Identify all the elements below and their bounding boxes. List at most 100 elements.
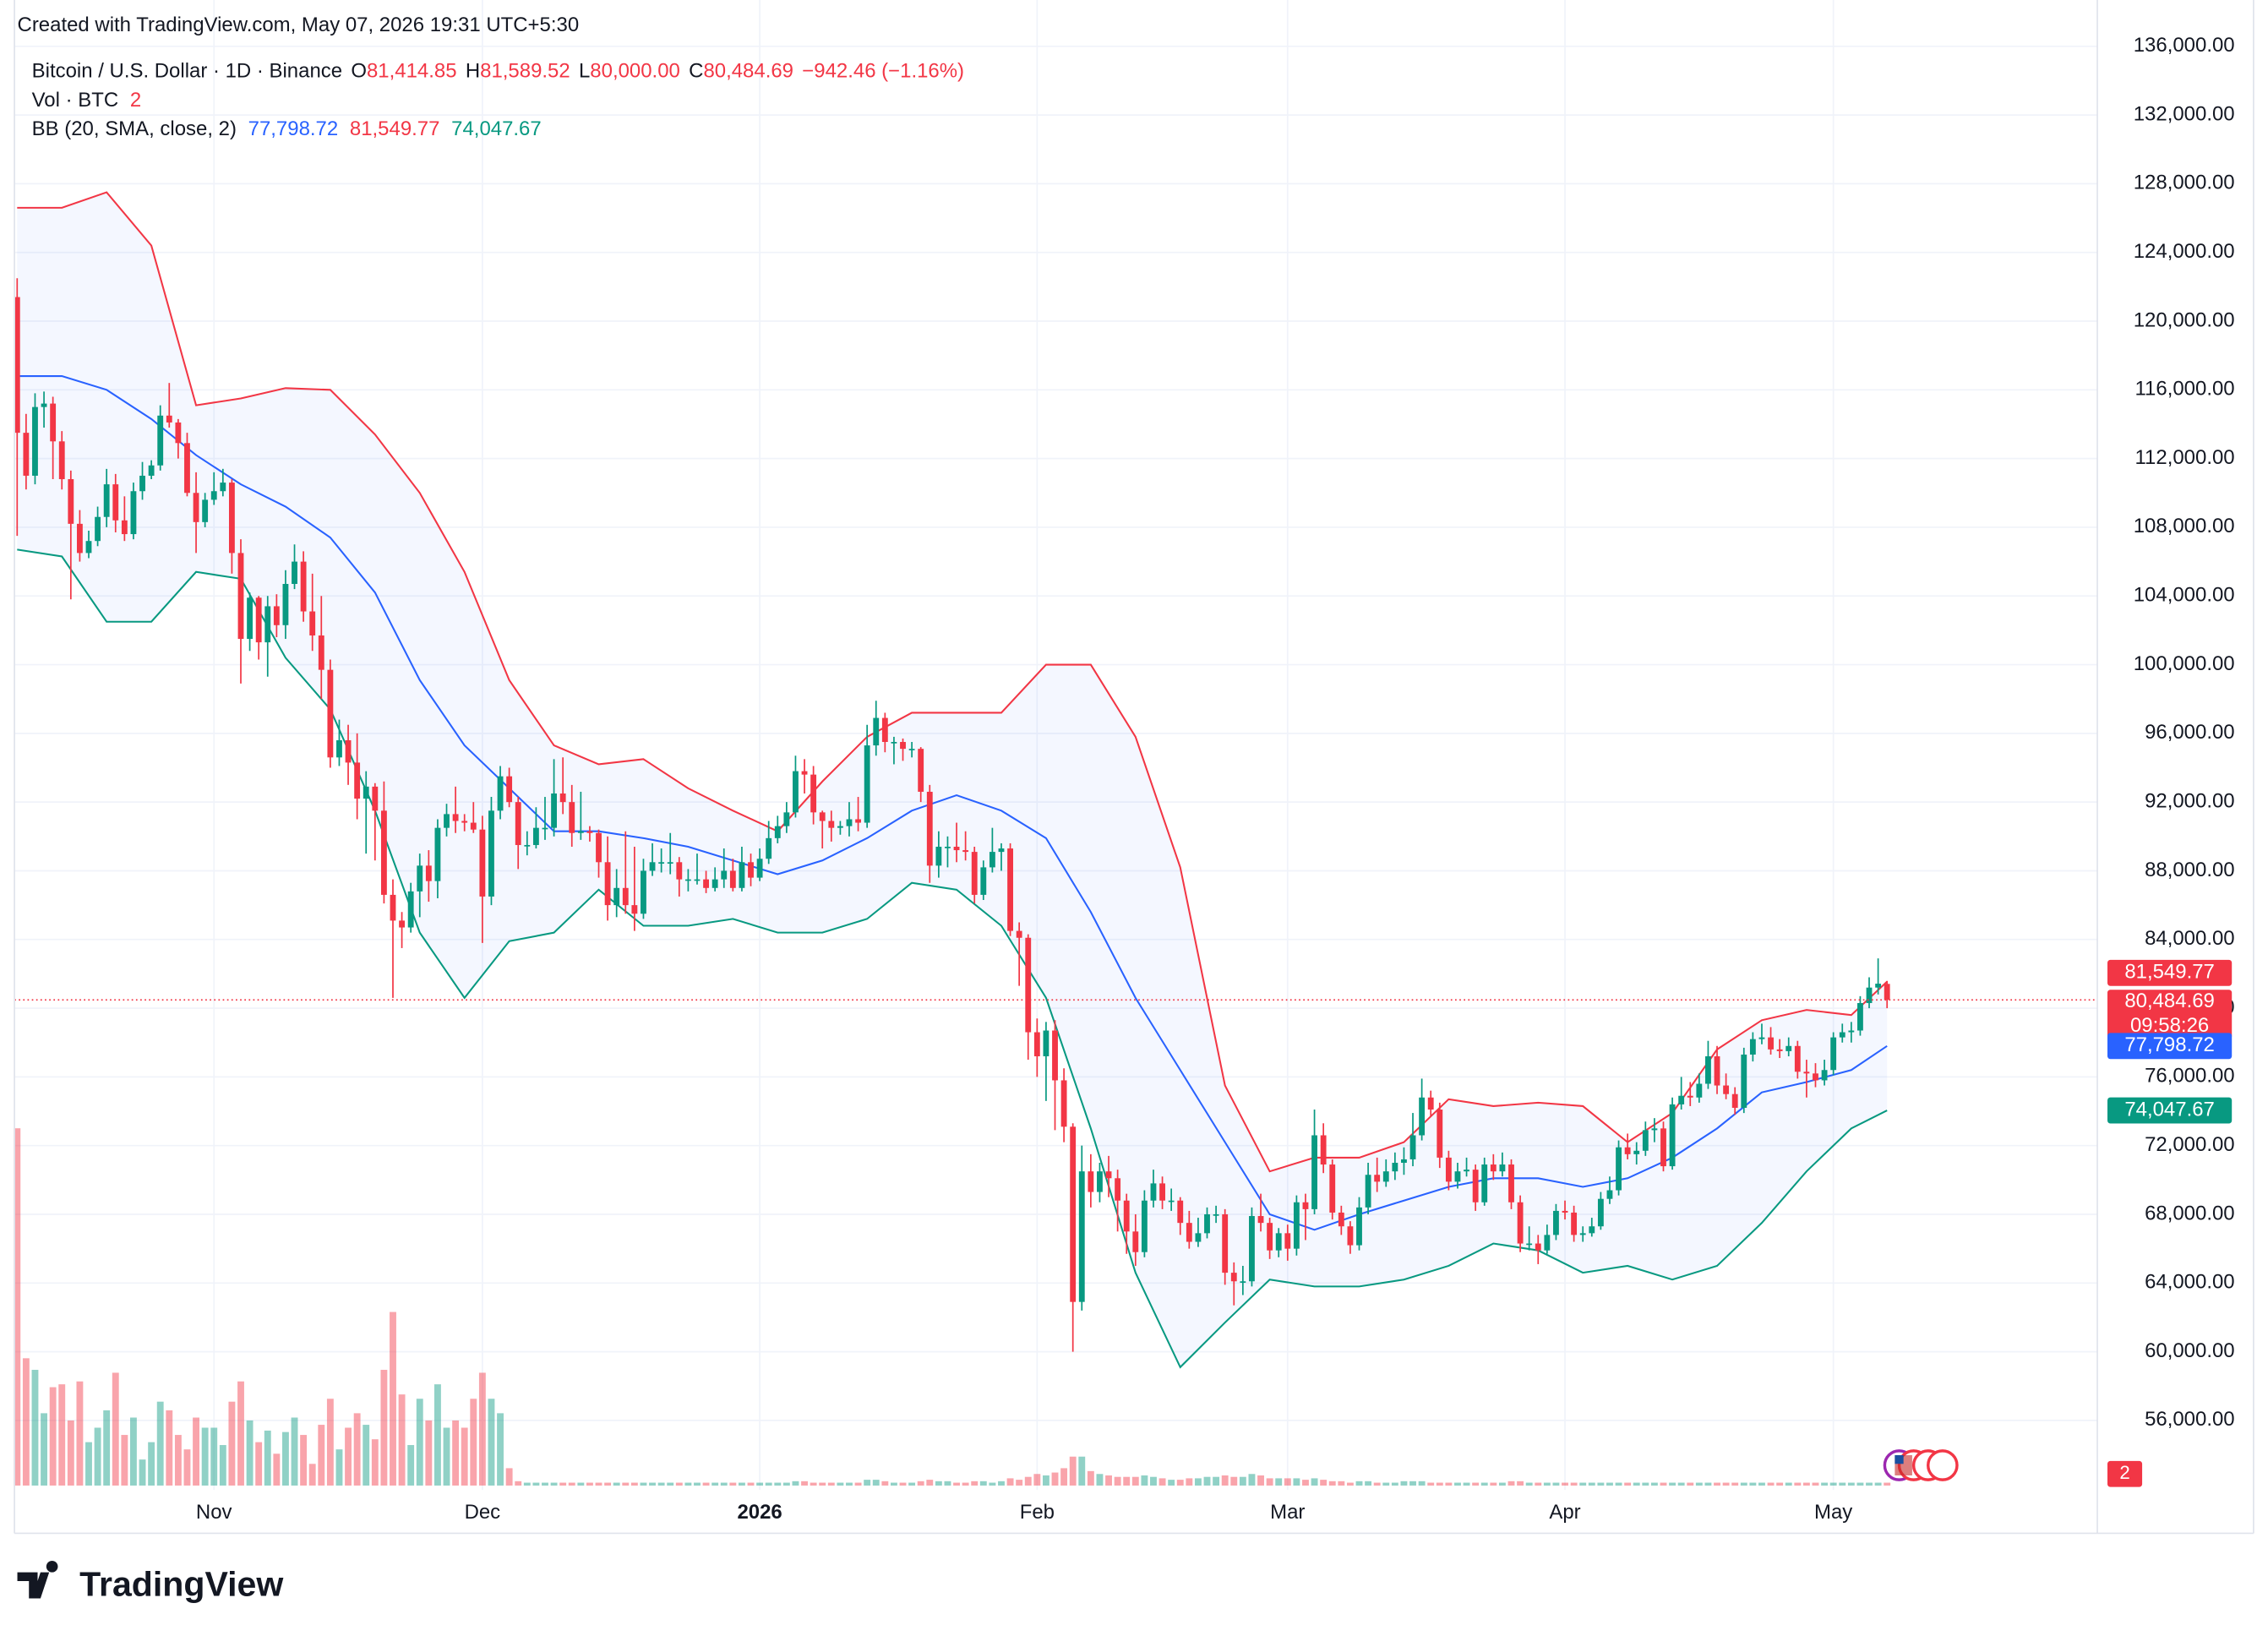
volume-bar — [1338, 1481, 1345, 1486]
price-badge-label: 74,047.67 — [2124, 1098, 2215, 1121]
candle-body — [1043, 1030, 1049, 1056]
candle-body — [488, 810, 494, 897]
volume-bar — [1463, 1482, 1470, 1486]
volume-bar — [872, 1480, 880, 1486]
volume-bar — [49, 1387, 57, 1486]
candle-body — [998, 848, 1005, 853]
volume-bar — [979, 1481, 987, 1486]
candle-body — [1678, 1095, 1685, 1104]
volume-bar — [1731, 1482, 1739, 1486]
volume-bar — [989, 1482, 996, 1486]
volume-bar — [846, 1482, 853, 1486]
candle-body — [1070, 1126, 1077, 1302]
volume-bar — [1776, 1482, 1784, 1486]
volume-bar — [1141, 1475, 1148, 1486]
candle-body — [1025, 937, 1032, 1033]
volume-bar — [1221, 1475, 1229, 1486]
volume-bar — [443, 1427, 450, 1486]
candle-body — [1159, 1183, 1165, 1201]
candle-body — [586, 831, 593, 833]
y-tick-label: 120,000.00 — [2134, 308, 2235, 331]
volume-bar — [112, 1372, 119, 1486]
candle-body — [220, 483, 226, 492]
candle-body — [1616, 1147, 1622, 1191]
y-tick-label: 104,000.00 — [2134, 584, 2235, 607]
candle-body — [641, 870, 646, 914]
candle-body — [112, 484, 119, 521]
y-tick-label: 92,000.00 — [2145, 789, 2235, 812]
volume-bar — [747, 1482, 755, 1486]
volume-bar — [1884, 1482, 1891, 1486]
volume-bar — [1365, 1481, 1372, 1486]
volume-bar — [497, 1413, 504, 1486]
y-tick-label: 128,000.00 — [2134, 172, 2235, 194]
candle-body — [1016, 930, 1022, 938]
volume-bar — [210, 1427, 218, 1486]
candle-body — [372, 786, 379, 811]
volume-bar — [550, 1482, 558, 1486]
bb-label: BB (20, SMA, close, 2) — [32, 117, 237, 140]
candle-body — [1249, 1216, 1255, 1282]
candle-body — [711, 879, 718, 888]
candle-body — [157, 415, 164, 466]
volume-bar — [622, 1482, 630, 1486]
candle-body — [1320, 1135, 1327, 1165]
volume-bar — [1194, 1478, 1202, 1486]
volume-bar — [1454, 1482, 1461, 1486]
volume-bar — [425, 1420, 433, 1486]
candle-body — [121, 520, 128, 535]
candle-body — [1579, 1233, 1586, 1235]
candle-body — [684, 879, 691, 881]
y-tick-label: 68,000.00 — [2145, 1202, 2235, 1224]
candle-body — [1302, 1202, 1309, 1209]
candle-body — [1830, 1037, 1837, 1071]
legend-key: O — [351, 60, 367, 83]
volume-bar — [1096, 1474, 1104, 1486]
volume-bar — [58, 1384, 66, 1486]
candle-body — [1803, 1072, 1810, 1074]
volume-bar — [908, 1482, 916, 1486]
volume-bar — [837, 1482, 844, 1486]
volume-bar — [1490, 1482, 1497, 1486]
candle-body — [506, 776, 513, 803]
legend-change: −942.46 (−1.16%) — [802, 60, 964, 83]
candle-body — [1356, 1207, 1362, 1246]
legend-value: 80,484.69 — [703, 60, 793, 83]
candle-body — [32, 406, 38, 476]
candle-body — [148, 465, 155, 476]
candle-body — [793, 771, 799, 813]
candle-body — [1464, 1170, 1469, 1172]
axes: 56,000.00 60,000.00 64,000.00 68,000.00 72,0… — [196, 34, 2235, 1524]
volume-bar — [864, 1480, 871, 1486]
volume-bar — [345, 1427, 352, 1486]
volume-bar — [1427, 1482, 1435, 1486]
candle-body — [228, 483, 235, 554]
volume-bar — [998, 1481, 1005, 1486]
flag-canton — [1895, 1455, 1904, 1464]
volume-bar — [890, 1482, 897, 1486]
volume-bar — [1311, 1478, 1318, 1486]
volume-bar — [353, 1413, 361, 1486]
volume-bar — [711, 1482, 719, 1486]
volume-bar — [1176, 1480, 1184, 1486]
candle-body — [1338, 1212, 1344, 1227]
bb-lower-value: 74,047.67 — [451, 117, 542, 140]
candle-body — [1848, 1030, 1855, 1033]
volume-bar — [193, 1417, 199, 1486]
candle-body — [1651, 1128, 1658, 1131]
y-tick-label: 96,000.00 — [2145, 721, 2235, 744]
volume-bar — [407, 1445, 415, 1486]
price-badge-label: 80,484.69 — [2124, 990, 2215, 1012]
candle-body — [1499, 1164, 1506, 1172]
plot — [14, 191, 2098, 1486]
candle-body — [1078, 1171, 1085, 1302]
candle-body — [1839, 1032, 1845, 1038]
candle-body — [1141, 1200, 1148, 1252]
volume-bar — [1320, 1480, 1328, 1486]
volume-bar — [1373, 1482, 1381, 1486]
volume-bar — [810, 1482, 817, 1486]
y-tick-label: 108,000.00 — [2134, 515, 2235, 537]
volume-bar — [738, 1482, 745, 1486]
